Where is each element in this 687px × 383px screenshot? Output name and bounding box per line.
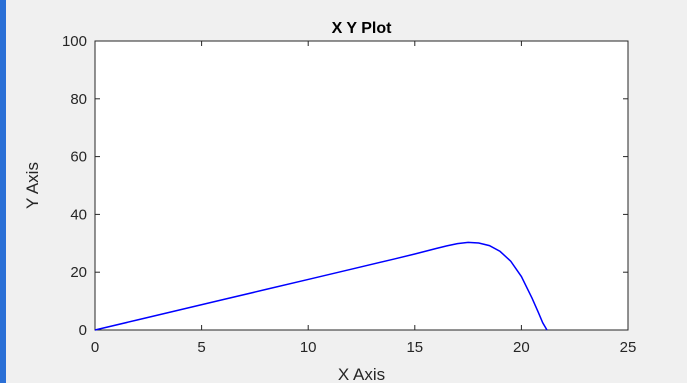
x-tick-label: 20 — [513, 339, 530, 356]
window-left-border — [0, 0, 6, 383]
y-tick-label: 40 — [70, 206, 87, 223]
y-tick-label: 0 — [79, 322, 87, 339]
x-tick-label: 5 — [197, 339, 205, 356]
x-tick-label: 15 — [406, 339, 423, 356]
y-axis-title: Y Axis — [23, 162, 42, 209]
y-tick-label: 80 — [70, 91, 87, 108]
y-tick-label: 20 — [70, 264, 87, 281]
y-tick-label: 100 — [62, 33, 87, 50]
chart-title: X Y Plot — [332, 20, 393, 37]
x-axis-title: X Axis — [338, 365, 385, 383]
y-ticks: 0 20 40 60 80 100 — [62, 33, 628, 339]
x-ticks: 0 5 10 15 20 25 — [91, 41, 637, 356]
y-tick-label: 60 — [70, 149, 87, 166]
x-tick-label: 0 — [91, 339, 99, 356]
x-tick-label: 10 — [300, 339, 317, 356]
series-line — [94, 241, 548, 331]
x-tick-label: 25 — [620, 339, 637, 356]
plot-area — [94, 40, 629, 331]
